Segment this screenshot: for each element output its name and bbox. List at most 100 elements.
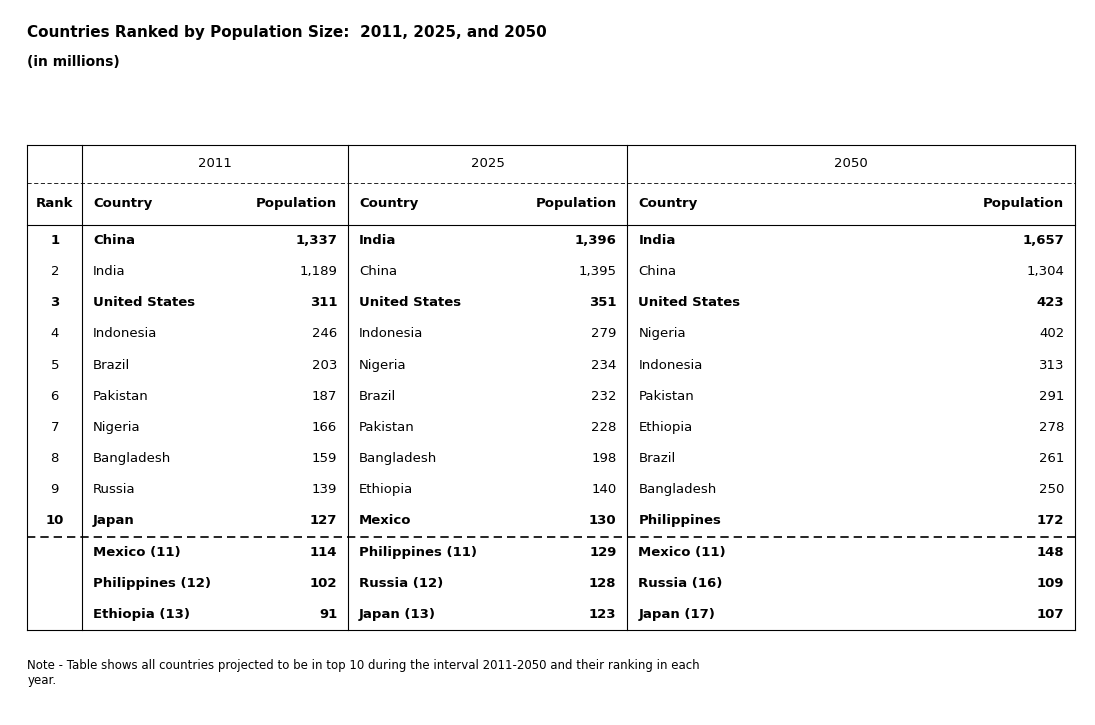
Text: 102: 102	[310, 577, 337, 589]
Text: 114: 114	[310, 546, 337, 558]
Text: 423: 423	[1037, 297, 1064, 309]
Text: 1,304: 1,304	[1026, 265, 1064, 278]
Text: 10: 10	[46, 515, 64, 527]
Text: Ethiopia (13): Ethiopia (13)	[93, 608, 191, 621]
Text: United States: United States	[638, 297, 740, 309]
Text: Pakistan: Pakistan	[93, 390, 149, 402]
Text: 187: 187	[312, 390, 337, 402]
Text: Nigeria: Nigeria	[359, 359, 406, 371]
Text: 1,657: 1,657	[1023, 234, 1064, 247]
Text: 1,395: 1,395	[578, 265, 616, 278]
Text: 1,189: 1,189	[299, 265, 337, 278]
Text: 129: 129	[589, 546, 616, 558]
Text: China: China	[638, 265, 677, 278]
Text: China: China	[93, 234, 135, 247]
Text: 159: 159	[312, 452, 337, 465]
Text: Pakistan: Pakistan	[359, 421, 415, 434]
Text: Countries Ranked by Population Size:  2011, 2025, and 2050: Countries Ranked by Population Size: 201…	[27, 25, 548, 40]
Text: 2025: 2025	[471, 157, 505, 170]
Text: 311: 311	[310, 297, 337, 309]
Text: 250: 250	[1039, 484, 1064, 496]
Text: 8: 8	[50, 452, 59, 465]
Text: India: India	[638, 234, 676, 247]
Text: Philippines (12): Philippines (12)	[93, 577, 211, 589]
Text: Population: Population	[983, 197, 1064, 210]
Text: 4: 4	[50, 328, 59, 340]
Text: 7: 7	[50, 421, 59, 434]
Text: Bangladesh: Bangladesh	[638, 484, 716, 496]
Text: Nigeria: Nigeria	[638, 328, 685, 340]
Text: Country: Country	[93, 197, 152, 210]
Text: 139: 139	[312, 484, 337, 496]
Text: 351: 351	[589, 297, 616, 309]
Text: 1: 1	[50, 234, 59, 247]
Text: Country: Country	[638, 197, 698, 210]
Text: Russia (16): Russia (16)	[638, 577, 723, 589]
Text: 166: 166	[312, 421, 337, 434]
Text: 172: 172	[1037, 515, 1064, 527]
Text: Philippines: Philippines	[638, 515, 722, 527]
Text: 9: 9	[50, 484, 59, 496]
Text: Ethiopia: Ethiopia	[359, 484, 414, 496]
Text: 6: 6	[50, 390, 59, 402]
Text: 261: 261	[1039, 452, 1064, 465]
Text: Pakistan: Pakistan	[638, 390, 694, 402]
Text: Population: Population	[535, 197, 616, 210]
Text: Note - Table shows all countries projected to be in top 10 during the interval 2: Note - Table shows all countries project…	[27, 659, 700, 687]
Text: China: China	[359, 265, 397, 278]
Text: 1,396: 1,396	[575, 234, 616, 247]
Text: Country: Country	[359, 197, 418, 210]
Text: 203: 203	[312, 359, 337, 371]
Text: United States: United States	[93, 297, 195, 309]
Text: 140: 140	[591, 484, 616, 496]
Text: United States: United States	[359, 297, 461, 309]
Text: 109: 109	[1037, 577, 1064, 589]
Text: 246: 246	[312, 328, 337, 340]
Text: India: India	[93, 265, 126, 278]
Text: Philippines (11): Philippines (11)	[359, 546, 477, 558]
Text: 2050: 2050	[834, 157, 868, 170]
Text: 198: 198	[591, 452, 616, 465]
Text: 313: 313	[1039, 359, 1064, 371]
Text: 130: 130	[589, 515, 616, 527]
Text: Brazil: Brazil	[93, 359, 130, 371]
Text: Russia: Russia	[93, 484, 136, 496]
Text: 279: 279	[591, 328, 616, 340]
Text: Japan: Japan	[93, 515, 135, 527]
Text: 91: 91	[319, 608, 337, 621]
Text: Bangladesh: Bangladesh	[359, 452, 437, 465]
Text: Japan (13): Japan (13)	[359, 608, 436, 621]
Text: Japan (17): Japan (17)	[638, 608, 715, 621]
Text: Mexico (11): Mexico (11)	[93, 546, 181, 558]
Text: Mexico (11): Mexico (11)	[638, 546, 726, 558]
Text: 291: 291	[1039, 390, 1064, 402]
Text: 127: 127	[310, 515, 337, 527]
Text: 278: 278	[1039, 421, 1064, 434]
Text: Rank: Rank	[36, 197, 73, 210]
Text: 228: 228	[591, 421, 616, 434]
Text: Indonesia: Indonesia	[638, 359, 703, 371]
Text: 148: 148	[1037, 546, 1064, 558]
Text: 232: 232	[591, 390, 616, 402]
Text: 2: 2	[50, 265, 59, 278]
Text: (in millions): (in millions)	[27, 54, 120, 69]
Text: 3: 3	[50, 297, 59, 309]
Text: 2011: 2011	[198, 157, 232, 170]
Text: Population: Population	[256, 197, 337, 210]
Text: India: India	[359, 234, 396, 247]
Text: Ethiopia: Ethiopia	[638, 421, 693, 434]
Text: 234: 234	[591, 359, 616, 371]
Text: Nigeria: Nigeria	[93, 421, 140, 434]
Text: 1,337: 1,337	[296, 234, 337, 247]
Text: 5: 5	[50, 359, 59, 371]
Text: Brazil: Brazil	[359, 390, 396, 402]
Text: Indonesia: Indonesia	[93, 328, 158, 340]
Text: 128: 128	[589, 577, 616, 589]
Text: 107: 107	[1037, 608, 1064, 621]
Text: Russia (12): Russia (12)	[359, 577, 443, 589]
Text: 123: 123	[589, 608, 616, 621]
Text: Bangladesh: Bangladesh	[93, 452, 171, 465]
Text: 402: 402	[1039, 328, 1064, 340]
Text: Brazil: Brazil	[638, 452, 676, 465]
Text: Indonesia: Indonesia	[359, 328, 424, 340]
